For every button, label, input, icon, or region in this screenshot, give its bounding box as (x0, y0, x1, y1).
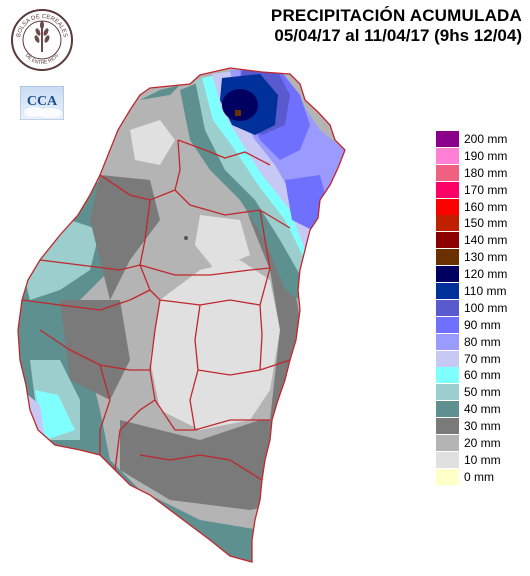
legend-swatch (436, 249, 459, 266)
border-victoria-east (99, 364, 111, 455)
legend-swatch (436, 367, 459, 384)
band-40mm-north (140, 85, 180, 100)
band-120mm-northeast (222, 89, 258, 121)
legend-swatch (436, 198, 459, 215)
legend-item: 50 mm (436, 384, 528, 401)
border-central (139, 264, 271, 276)
legend-item: 130 mm (436, 249, 528, 266)
legend-swatch (436, 435, 459, 452)
legend-label: 100 mm (464, 300, 508, 315)
legend-label: 30 mm (464, 419, 501, 434)
legend-label: 150 mm (464, 216, 508, 231)
title-line-2: 05/04/17 al 11/04/17 (9hs 12/04) (274, 26, 522, 45)
legend-swatch (436, 131, 459, 147)
legend-label: 120 mm (464, 267, 508, 282)
legend-item: 150 mm (436, 215, 528, 232)
band-90mm-east (285, 175, 328, 230)
border-gualeguay-west (114, 399, 156, 471)
legend-label: 140 mm (464, 233, 508, 248)
legend-item: 90 mm (436, 316, 528, 334)
band-30mm-south (120, 420, 300, 510)
cca-logo-text: CCA (26, 94, 58, 109)
legend-swatch (436, 316, 459, 333)
legend-label: 80 mm (464, 334, 501, 349)
legend-swatch (436, 418, 459, 435)
legend-item: 0 mm (436, 468, 528, 486)
legend-label: 90 mm (464, 317, 501, 332)
border-nogoya-west (149, 299, 161, 401)
legend-item: 120 mm (436, 266, 528, 283)
legend-swatch (436, 283, 459, 300)
legend-label: 200 mm (464, 132, 508, 146)
legend-label: 60 mm (464, 368, 501, 383)
legend-swatch (436, 266, 459, 283)
band-30mm-central-west (60, 300, 130, 400)
legend-label: 40 mm (464, 402, 501, 417)
border-parana-north (39, 259, 141, 271)
legend-item: 110 mm (436, 283, 528, 300)
bolsa-de-cereales-logo: BOLSA DE CEREALES DE ENTRE RIOS (11, 9, 73, 71)
band-130mm-peak (235, 110, 241, 116)
legend-swatch (436, 232, 459, 249)
band-50mm-west (20, 220, 100, 300)
legend-swatch (436, 215, 459, 232)
band-10mm-center-north (195, 215, 250, 270)
legend-item: 30 mm (436, 418, 528, 435)
legend-swatch (436, 333, 459, 350)
band-30mm-east (235, 170, 300, 420)
border-east-inner (259, 209, 271, 371)
legend-label: 110 mm (464, 284, 507, 299)
legend-item: 160 mm (436, 198, 528, 216)
legend-swatch (436, 147, 459, 164)
legend-label: 10 mm (464, 452, 501, 467)
legend-swatch (436, 350, 459, 367)
legend-swatch (436, 299, 459, 316)
legend-label: 70 mm (464, 351, 501, 366)
legend-label: 180 mm (464, 165, 508, 180)
border-gualeguay-south (154, 399, 270, 431)
band-60mm-southwest (35, 390, 75, 440)
legend-item: 40 mm (436, 401, 528, 418)
border-parana-south (21, 299, 131, 311)
legend-swatch (436, 451, 459, 468)
legend-label: 190 mm (464, 148, 508, 163)
province-outline (17, 67, 346, 563)
border-islas (139, 454, 263, 481)
border-north-inner (174, 139, 181, 191)
border-feliciano (99, 174, 291, 229)
legend-item: 170 mm (436, 181, 528, 199)
legend-swatch (436, 164, 459, 181)
map-title: PRECIPITACIÓN ACUMULADA 05/04/17 al 11/0… (271, 6, 522, 46)
legend-item: 190 mm (436, 147, 528, 165)
legend-label: 160 mm (464, 199, 508, 214)
legend-label: 170 mm (464, 182, 508, 197)
legend-label: 130 mm (464, 250, 508, 265)
legend-item: 200 mm (436, 131, 528, 148)
legend-item: 20 mm (436, 435, 528, 452)
department-borders (17, 67, 346, 563)
border-uruguay-north (197, 359, 291, 376)
legend-item: 70 mm (436, 350, 528, 368)
legend-item: 140 mm (436, 232, 528, 249)
border-federacion (177, 139, 271, 166)
legend-label: 20 mm (464, 436, 501, 451)
wheat-icon (34, 21, 50, 52)
cca-logo: CCA (20, 86, 64, 120)
title-line-1: PRECIPITACIÓN ACUMULADA (270, 6, 522, 25)
band-10mm-north (130, 120, 175, 165)
legend-swatch (436, 181, 459, 198)
legend-item: 180 mm (436, 164, 528, 182)
legend-swatch (436, 468, 459, 485)
legend-label: 0 mm (464, 469, 494, 484)
legend-item: 60 mm (436, 367, 528, 384)
locality-marker (184, 236, 188, 240)
legend-item: 100 mm (436, 299, 528, 317)
legend-label: 50 mm (464, 385, 501, 400)
legend-swatch (436, 384, 459, 401)
legend-item: 80 mm (436, 333, 528, 351)
precipitation-legend: 200 mm 190 mm 180 mm 170 mm 160 mm 150 mm 140 … (436, 131, 528, 486)
legend-swatch (436, 401, 459, 418)
legend-item: 10 mm (436, 451, 528, 469)
